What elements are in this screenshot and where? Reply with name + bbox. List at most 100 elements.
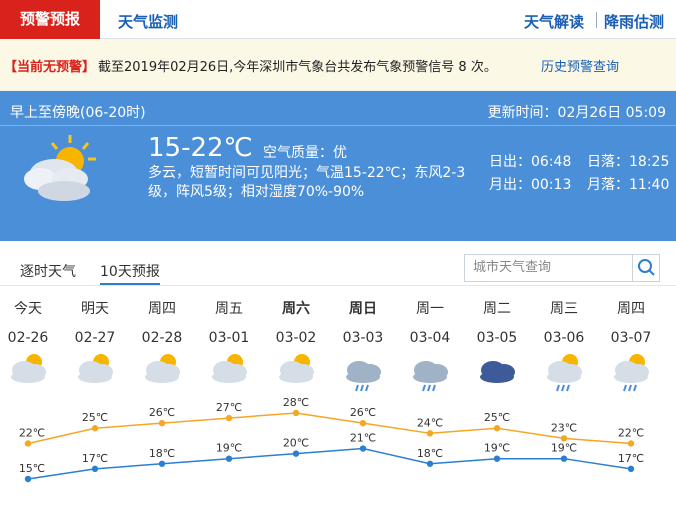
date: 02-28 bbox=[142, 330, 183, 346]
weekday: 明天 bbox=[81, 301, 109, 317]
weekday: 周四 bbox=[148, 301, 176, 317]
date: 02-26 bbox=[8, 330, 49, 346]
temperature-point bbox=[627, 465, 635, 473]
temperature-point bbox=[426, 460, 434, 467]
update-time: 更新时间：02月26日 05:09 bbox=[487, 105, 666, 121]
temperature-point bbox=[24, 440, 32, 447]
weekday: 周一 bbox=[416, 301, 444, 317]
temperature-label: 17℃ bbox=[82, 452, 108, 465]
moonrise: 月出：00:13 bbox=[489, 177, 572, 193]
rain-drop bbox=[427, 384, 431, 392]
weekday: 周六 bbox=[282, 300, 310, 317]
alert-bar: 【当前无预警】 截至2019年02月26日,今年深圳市气象台共发布气象预警信号 … bbox=[0, 39, 676, 91]
temperature-point bbox=[158, 419, 166, 427]
weather-icon bbox=[212, 354, 247, 383]
temperature-point bbox=[493, 425, 501, 432]
temperature-point bbox=[292, 450, 300, 457]
temperature-label: 27℃ bbox=[216, 401, 242, 414]
weather-icon bbox=[480, 361, 515, 383]
alert-status: 【当前无预警】 bbox=[4, 60, 96, 75]
weather-icon bbox=[24, 135, 96, 201]
date: 03-03 bbox=[343, 330, 384, 346]
cloud bbox=[78, 371, 112, 383]
date: 02-27 bbox=[75, 330, 116, 346]
temperature-label: 22℃ bbox=[19, 426, 45, 439]
nav-link[interactable]: 降雨估测 bbox=[604, 13, 665, 31]
date: 03-06 bbox=[544, 330, 585, 346]
date: 03-07 bbox=[611, 330, 652, 346]
temperature-line bbox=[27, 447, 632, 480]
current-weather: 早上至傍晚(06-20时) 更新时间：02月26日 05:09 15-22℃ 空… bbox=[0, 91, 676, 241]
temperature-point bbox=[292, 409, 300, 417]
cloud bbox=[11, 371, 45, 383]
cloud bbox=[480, 371, 514, 383]
temperature-point bbox=[426, 430, 434, 437]
forecast-chart: 今天 02-26 明天 02-27 周四 02-28 周五 03-01 周六 03-02 周日 03-… bbox=[8, 300, 652, 483]
date: 03-01 bbox=[209, 330, 250, 346]
temperature-point bbox=[493, 455, 501, 462]
temperature-label: 17℃ bbox=[618, 452, 644, 465]
temperature-point bbox=[560, 435, 568, 442]
rain-drop bbox=[633, 384, 637, 392]
temperature-label: 18℃ bbox=[149, 447, 175, 460]
alert-message: 截至2019年02月26日,今年深圳市气象台共发布气象预警信号 8 次。 bbox=[98, 60, 497, 75]
cloud bbox=[145, 371, 179, 383]
temperature-label: 19℃ bbox=[216, 442, 242, 455]
cloud bbox=[614, 371, 648, 383]
temperature-point bbox=[627, 440, 635, 447]
nav-tab[interactable]: 天气监测 bbox=[118, 13, 179, 31]
temperature-label: 22℃ bbox=[618, 426, 644, 439]
search-input[interactable]: 城市天气查询 bbox=[464, 254, 640, 282]
rain-drop bbox=[365, 384, 369, 392]
alert-link[interactable]: 历史预警查询 bbox=[541, 60, 620, 75]
date: 03-02 bbox=[276, 330, 317, 346]
tab[interactable]: 逐时天气 bbox=[20, 264, 76, 280]
temperature-label: 24℃ bbox=[417, 416, 443, 429]
rain-drop bbox=[566, 384, 570, 392]
temperature-point bbox=[158, 460, 166, 467]
moonset: 月落：11:40 bbox=[587, 177, 670, 193]
rain-drop bbox=[556, 384, 560, 392]
search-button[interactable] bbox=[632, 254, 660, 282]
tab[interactable]: 10天预报 bbox=[100, 264, 160, 280]
rain-drop bbox=[623, 384, 627, 392]
rain-drop bbox=[360, 384, 364, 392]
weather-icon bbox=[145, 354, 180, 383]
nav-tab[interactable]: 预警预报 bbox=[0, 0, 100, 39]
temperature-label: 19℃ bbox=[551, 442, 577, 455]
weekday: 周四 bbox=[617, 301, 645, 317]
temperature-line bbox=[27, 412, 632, 445]
temperature-point bbox=[359, 419, 367, 427]
temperature-point bbox=[91, 425, 99, 432]
temperature-point bbox=[560, 455, 568, 462]
temperature-label: 26℃ bbox=[149, 406, 175, 419]
rain-drop bbox=[422, 384, 426, 392]
temperature-point bbox=[225, 414, 233, 422]
description: 多云，短暂时间可见阳光；气温15-22℃；东风2-3级，阵风5级；相对湿度70%… bbox=[148, 165, 466, 200]
period: 早上至傍晚(06-20时) bbox=[10, 105, 146, 121]
weekday: 周三 bbox=[550, 301, 578, 317]
temperature-point bbox=[359, 445, 367, 452]
temperature-label: 20℃ bbox=[283, 437, 309, 450]
weekday: 今天 bbox=[14, 301, 42, 317]
temperature-label: 25℃ bbox=[484, 411, 510, 424]
temperature-label: 28℃ bbox=[283, 396, 309, 409]
divider bbox=[0, 285, 676, 286]
divider bbox=[0, 125, 676, 126]
sunrise: 日出：06:48 bbox=[489, 154, 572, 170]
nav-link[interactable]: 天气解读 bbox=[524, 13, 585, 31]
cloud bbox=[413, 371, 447, 383]
temperature: 15-22℃ bbox=[148, 133, 253, 163]
cloud bbox=[547, 371, 581, 383]
tab-underline bbox=[100, 283, 160, 285]
date: 03-04 bbox=[410, 330, 451, 346]
temperature-label: 26℃ bbox=[350, 406, 376, 419]
cloud bbox=[346, 371, 380, 383]
rain-drop bbox=[628, 384, 632, 392]
temperature-label: 25℃ bbox=[82, 411, 108, 424]
cloud bbox=[212, 371, 246, 383]
temperature-point bbox=[225, 455, 233, 462]
weekday: 周二 bbox=[483, 301, 511, 317]
